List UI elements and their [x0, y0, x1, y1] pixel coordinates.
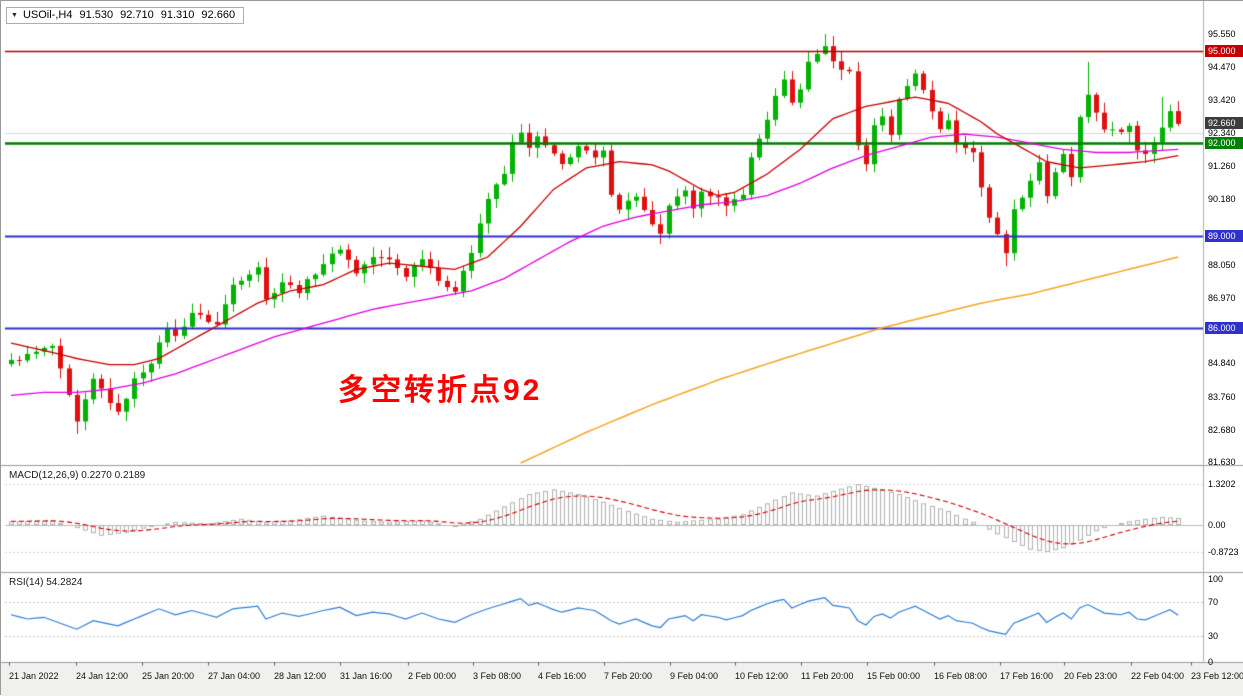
rsi-indicator-label: RSI(14) 54.2824	[9, 577, 82, 588]
time-tick-label: 11 Feb 20:00	[801, 671, 854, 681]
time-tick-label: 15 Feb 00:00	[867, 671, 921, 681]
quote-high: 92.710	[120, 9, 154, 21]
time-tick-label: 17 Feb 16:00	[1000, 671, 1054, 681]
rsi-value: 54.2824	[46, 577, 83, 588]
price-tick-90.180: 90.180	[1208, 194, 1236, 205]
macd-axis-tick--0.8723: -0.8723	[1208, 547, 1239, 558]
price-tick-84.840: 84.840	[1208, 358, 1236, 369]
time-tick-label: 28 Jan 12:00	[274, 671, 327, 681]
price-level-badge-92.660: 92.660	[1205, 116, 1243, 129]
rsi-axis-tick-100: 100	[1208, 574, 1224, 584]
time-tick-label: 4 Feb 16:00	[538, 671, 587, 681]
macd-indicator-label: MACD(12,26,9) 0.2270 0.2189	[9, 470, 145, 481]
price-level-badge-89.000: 89.000	[1205, 229, 1243, 242]
quote-low: 91.310	[160, 9, 195, 21]
price-axis[interactable]: 95.550 94.470 93.420 92.340 91.260 90.180 88.0…	[1204, 1, 1243, 667]
time-tick-label: 23 Feb 12:00	[1191, 671, 1243, 681]
quote-close: 92.660	[201, 9, 236, 21]
macd-values: 0.2270 0.2189	[81, 470, 146, 481]
time-tick-label: 2 Feb 00:00	[408, 671, 457, 681]
quote-open: 91.530	[79, 9, 114, 21]
time-tick-label: 3 Feb 08:00	[473, 671, 522, 681]
chart-dropdown-icon[interactable]: ▼	[11, 11, 18, 19]
macd-name: MACD(12,26,9)	[9, 470, 79, 481]
macd-axis-tick-0.00: 0.00	[1208, 520, 1226, 530]
time-axis[interactable]: 21 Jan 2022 24 Jan 12:00 25 Jan 20:00 27 Ja…	[1, 662, 1243, 696]
time-tick-label: 7 Feb 20:00	[604, 671, 653, 681]
symbol-info-box[interactable]: ▼ USOil-,H4 91.530 92.710 91.310 92.660	[6, 7, 245, 24]
time-tick-label: 27 Jan 04:00	[208, 671, 261, 681]
price-tick-92.340: 92.340	[1208, 127, 1236, 138]
rsi-axis-tick-70: 70	[1208, 597, 1219, 607]
time-tick-label: 9 Feb 04:00	[670, 671, 719, 681]
rsi-axis-tick-0: 0	[1208, 656, 1214, 667]
price-level-badge-95.000: 95.000	[1205, 45, 1243, 57]
price-tick-82.680: 82.680	[1208, 424, 1236, 435]
time-tick-label: 31 Jan 16:00	[340, 671, 393, 681]
price-tick-83.760: 83.760	[1208, 391, 1236, 402]
chart-annotation-text: 多空转折点92	[338, 374, 543, 407]
price-tick-86.970: 86.970	[1208, 292, 1236, 303]
rsi-axis-tick-30: 30	[1208, 631, 1219, 641]
price-tick-93.420: 93.420	[1208, 94, 1236, 105]
symbol-name: USOil-,H4	[22, 9, 73, 21]
price-tick-81.630: 81.630	[1208, 457, 1236, 468]
time-tick-label: 21 Jan 2022	[9, 671, 59, 681]
price-tick-94.470: 94.470	[1208, 62, 1236, 73]
time-tick-label: 16 Feb 08:00	[934, 671, 988, 681]
macd-panel-region[interactable]	[1, 465, 1203, 571]
price-tick-95.550: 95.550	[1208, 29, 1236, 40]
price-level-badge-92.000: 92.000	[1205, 137, 1243, 150]
price-tick-91.260: 91.260	[1208, 161, 1236, 171]
time-tick-label: 22 Feb 04:00	[1131, 671, 1185, 681]
price-chart-region[interactable]	[1, 1, 1203, 464]
time-tick-label: 25 Jan 20:00	[142, 671, 195, 681]
rsi-panel-region[interactable]	[1, 573, 1203, 662]
rsi-name: RSI(14)	[9, 577, 44, 588]
price-level-badge-86.000: 86.000	[1205, 321, 1243, 334]
time-tick-label: 10 Feb 12:00	[735, 671, 789, 681]
price-tick-88.050: 88.050	[1208, 259, 1236, 270]
time-tick-label: 24 Jan 12:00	[76, 671, 129, 681]
time-tick-label: 20 Feb 23:00	[1064, 671, 1118, 681]
macd-axis-tick-1.3202: 1.3202	[1208, 479, 1236, 490]
